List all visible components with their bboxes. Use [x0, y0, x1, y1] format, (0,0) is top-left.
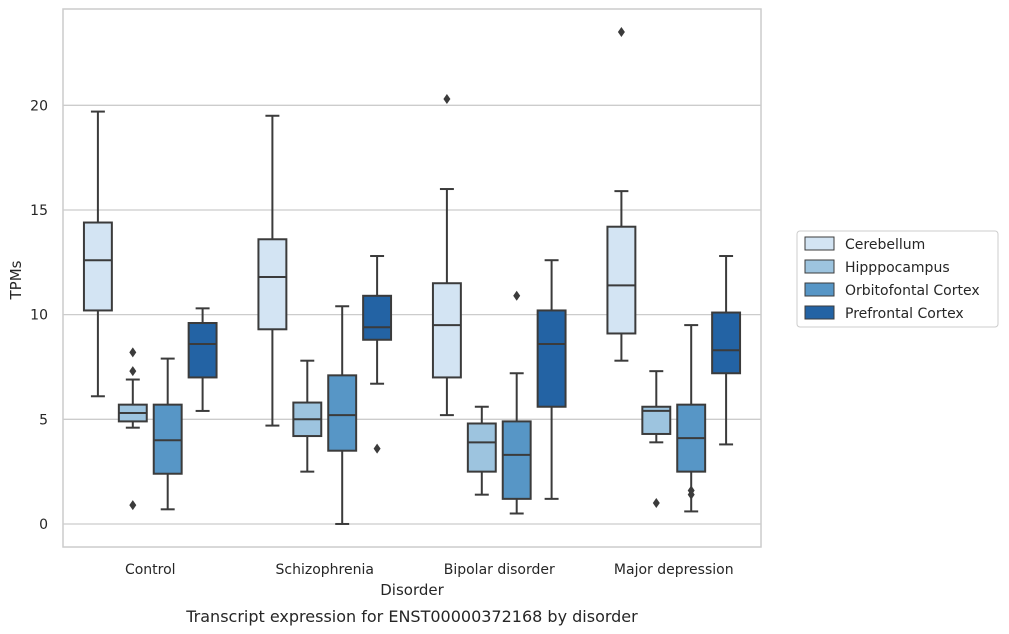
box-series-layer: [82, 27, 742, 525]
outlier-point: [513, 290, 521, 301]
outlier-point: [617, 27, 625, 38]
x-tick-label: Schizophrenia: [276, 562, 374, 578]
box-iqr: [606, 225, 637, 335]
x-tick-label: Bipolar disorder: [444, 562, 555, 578]
legend-swatch: [804, 259, 835, 274]
box-control: [152, 357, 183, 511]
outlier-point: [129, 366, 137, 377]
legend-item: Hipppocampus: [804, 259, 950, 276]
box-bipolar-disorder: [501, 290, 532, 515]
legend-item: Orbitofontal Cortex: [804, 282, 980, 299]
box-schizophrenia: [292, 359, 323, 473]
legend-frame: [796, 230, 999, 328]
chart-caption: Transcript expression for ENST0000037216…: [185, 607, 638, 626]
box-iqr: [466, 422, 497, 473]
legend-label: Prefrontal Cortex: [845, 306, 964, 322]
series-orbitofontal-cortex: [152, 290, 707, 525]
series-cerebellum: [82, 27, 637, 427]
box-bipolar-disorder: [431, 94, 462, 417]
box-iqr: [501, 420, 532, 500]
legend-swatch: [804, 305, 835, 320]
outlier-point: [129, 347, 137, 358]
outlier-point: [443, 94, 451, 105]
legend: Cerebellum Hipppocampus Orbitofontal Corte…: [796, 230, 999, 328]
y-tick-label: 5: [39, 412, 48, 428]
y-tick-label: 0: [39, 517, 48, 533]
outlier-point: [687, 489, 695, 500]
outlier-point: [373, 443, 381, 454]
box-major-depression: [641, 370, 672, 509]
y-tick-label: 10: [30, 308, 48, 324]
box-control: [187, 307, 218, 412]
x-tick-label: Major depression: [614, 562, 734, 578]
legend-items: Cerebellum Hipppocampus Orbitofontal Corte…: [804, 236, 980, 322]
legend-item: Cerebellum: [804, 236, 925, 253]
x-tick-labels: Control Schizophrenia Bipolar disorder Majo…: [125, 562, 734, 578]
box-iqr: [536, 309, 567, 408]
box-bipolar-disorder: [466, 405, 497, 496]
legend-label: Hipppocampus: [845, 260, 950, 276]
legend-swatch: [804, 236, 835, 251]
box-iqr: [711, 311, 742, 375]
box-iqr: [431, 282, 462, 379]
box-iqr: [327, 374, 358, 452]
x-tick-label: Control: [125, 562, 176, 578]
box-control: [82, 110, 113, 398]
plot-area-frame: [62, 8, 762, 548]
y-axis-label: TPMs: [7, 260, 25, 300]
y-tick-label: 15: [30, 203, 48, 219]
box-iqr: [152, 403, 183, 475]
x-axis-label: Disorder: [380, 581, 444, 599]
legend-label: Orbitofontal Cortex: [845, 283, 980, 299]
series-prefrontal-cortex: [187, 255, 742, 500]
legend-label: Cerebellum: [845, 237, 925, 253]
legend-swatch: [804, 282, 835, 297]
box-bipolar-disorder: [536, 259, 567, 500]
box-major-depression: [711, 255, 742, 446]
y-tick-label: 20: [30, 98, 48, 114]
box-iqr: [257, 238, 288, 331]
box-iqr: [362, 294, 393, 341]
box-iqr: [82, 221, 113, 312]
box-schizophrenia: [362, 255, 393, 454]
legend-item: Prefrontal Cortex: [804, 305, 964, 322]
box-major-depression: [676, 324, 707, 513]
box-control: [117, 347, 148, 511]
box-schizophrenia: [327, 305, 358, 525]
outlier-point: [129, 500, 137, 511]
box-major-depression: [606, 27, 637, 362]
series-hipppocampus: [117, 347, 672, 511]
box-iqr: [187, 322, 218, 379]
outlier-point: [652, 498, 660, 509]
y-tick-labels: 0 5 10 15 20: [30, 98, 48, 533]
box-schizophrenia: [257, 114, 288, 427]
